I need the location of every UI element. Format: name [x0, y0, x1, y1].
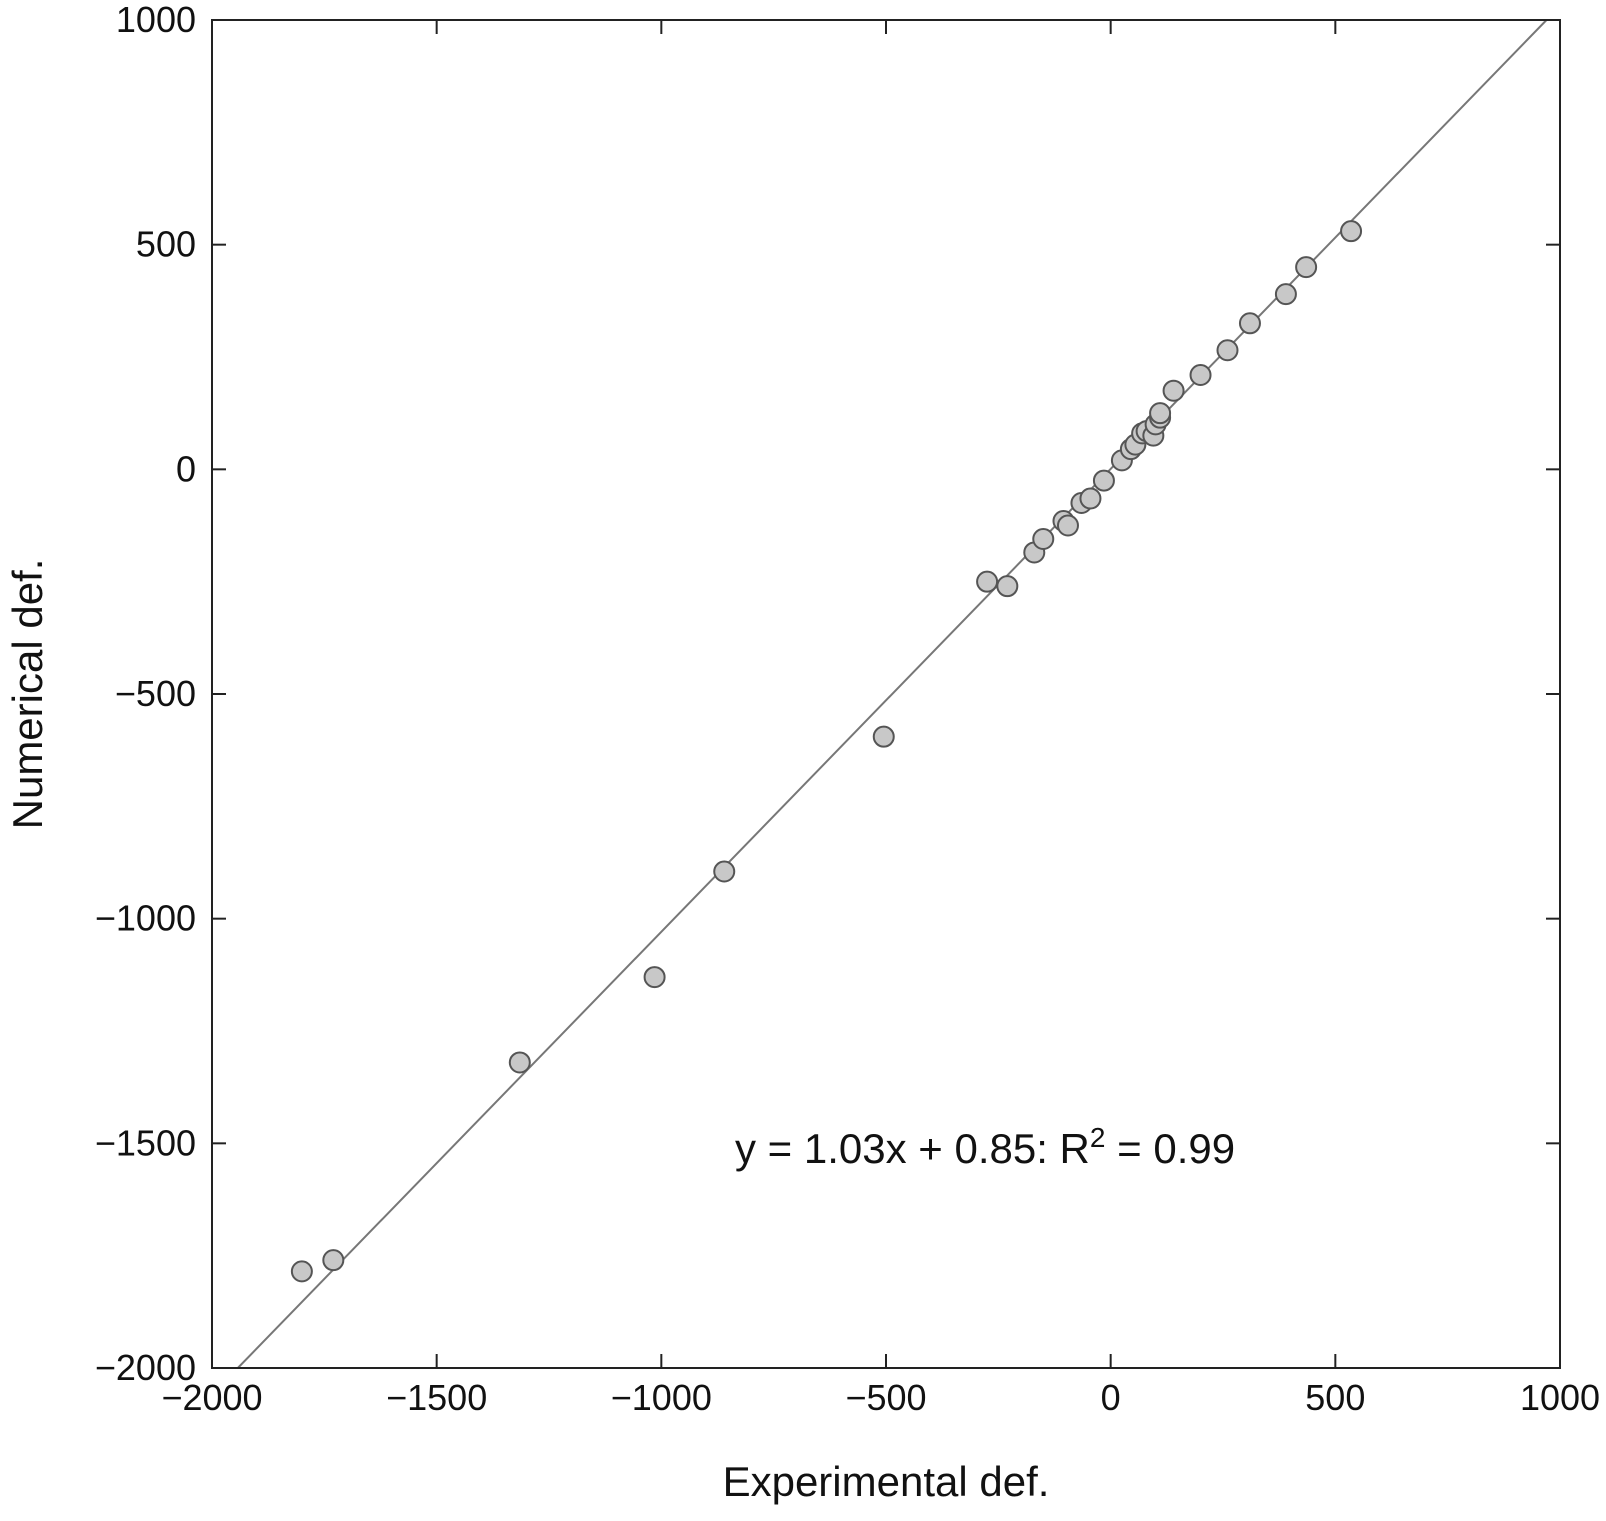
x-tick-labels: −2000 −1500 −1000 −500 0 500 1000: [161, 1377, 1600, 1418]
axis-ticks-layer: [211, 19, 1561, 1369]
x-axis-title: Experimental def.: [723, 1458, 1050, 1505]
x-tick-label: −1000: [611, 1377, 712, 1418]
data-point: [713, 860, 736, 883]
data-point: [508, 1051, 531, 1074]
x-tick-label: 1000: [1520, 1377, 1600, 1418]
data-point: [1092, 469, 1115, 492]
data-point: [1340, 220, 1363, 243]
data-points-layer: [290, 220, 1363, 1283]
data-point: [996, 575, 1019, 598]
x-tick-label: −1500: [386, 1377, 487, 1418]
data-point: [1274, 283, 1297, 306]
data-point: [976, 570, 999, 593]
data-point: [1056, 514, 1079, 537]
data-point: [1238, 312, 1261, 335]
y-tick-label: −1500: [95, 1122, 196, 1163]
data-point: [1295, 256, 1318, 279]
regression-equation-superscript: 2: [1090, 1122, 1106, 1153]
y-tick-labels: −2000 −1500 −1000 −500 0 500 1000: [95, 0, 196, 1388]
x-tick-label: −500: [845, 1377, 926, 1418]
data-point: [322, 1249, 345, 1272]
data-point: [1216, 339, 1239, 362]
y-tick-label: 1000: [116, 0, 196, 40]
y-tick-label: 500: [136, 224, 196, 265]
y-tick-label: −500: [115, 673, 196, 714]
data-point: [290, 1260, 313, 1283]
y-tick-label: −2000: [95, 1347, 196, 1388]
data-point: [1079, 487, 1102, 510]
x-tick-label: 0: [1101, 1377, 1121, 1418]
y-axis-title: Numerical def.: [4, 559, 51, 830]
regression-equation-tail: = 0.99: [1105, 1125, 1235, 1172]
fit-line: [237, 19, 1548, 1369]
regression-equation-main: y = 1.03x + 0.85: R: [735, 1125, 1090, 1172]
data-point: [1032, 527, 1055, 550]
data-point: [1189, 363, 1212, 386]
data-point: [1162, 379, 1185, 402]
data-point: [643, 966, 666, 989]
x-tick-label: 500: [1305, 1377, 1365, 1418]
data-point: [872, 725, 895, 748]
fit-line-layer: [237, 19, 1548, 1369]
y-tick-label: −1000: [95, 898, 196, 939]
data-point: [1149, 402, 1172, 425]
y-tick-label: 0: [176, 448, 196, 489]
regression-equation: y = 1.03x + 0.85: R2 = 0.99: [735, 1122, 1235, 1172]
x-tick-label: −2000: [161, 1377, 262, 1418]
